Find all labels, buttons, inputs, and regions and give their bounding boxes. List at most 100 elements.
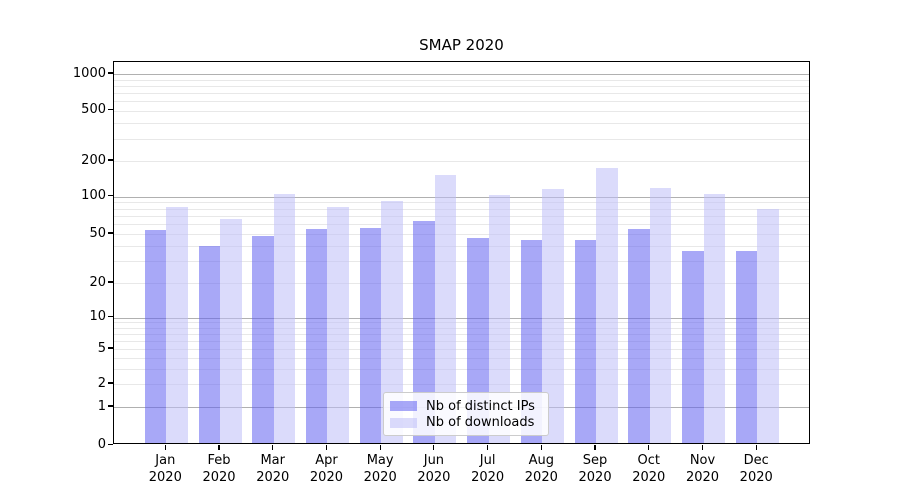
bar-nb-of-distinct-ips [628, 229, 650, 443]
gridline-minor [114, 161, 809, 162]
legend-label: Nb of downloads [426, 415, 535, 431]
legend-swatch [390, 401, 417, 412]
y-tick-mark [108, 159, 113, 161]
x-tick-mark [433, 444, 435, 450]
x-tick-mark [325, 444, 328, 450]
x-tick-label: Sep 2020 [550, 452, 640, 486]
x-tick-label: May 2020 [335, 452, 425, 486]
x-tick-year: 2020 [148, 469, 182, 485]
y-tick-label: 500 [81, 102, 106, 117]
x-tick-year: 2020 [685, 469, 720, 485]
gridline-minor [114, 245, 809, 247]
gridline-minor [114, 122, 809, 124]
y-tick-label: 200 [81, 152, 106, 168]
gridline-minor [114, 100, 809, 102]
bar-nb-of-downloads [327, 206, 349, 443]
gridline-major [114, 74, 809, 75]
bar-nb-of-distinct-ips [735, 250, 758, 443]
x-tick-label: Feb 2020 [174, 452, 264, 486]
bar-nb-of-distinct-ips [359, 228, 382, 443]
x-tick-month: Nov [689, 452, 716, 468]
x-tick-mark [218, 444, 220, 450]
x-tick-label: Apr 2020 [281, 452, 371, 486]
bar-nb-of-distinct-ips [467, 238, 489, 443]
bar-nb-of-distinct-ips [682, 250, 704, 443]
gridline-minor [114, 92, 809, 94]
gridline-minor [114, 79, 809, 81]
y-tick-mark [108, 281, 113, 283]
gridline-minor [114, 234, 809, 235]
bar-nb-of-downloads [596, 168, 618, 443]
bar-nb-of-distinct-ips [252, 235, 274, 443]
x-tick-mark [540, 444, 542, 450]
bar-nb-of-distinct-ips [413, 220, 435, 443]
y-tick-mark [108, 195, 113, 197]
x-tick-mark [487, 444, 489, 450]
y-tick-label: 2 [97, 375, 106, 391]
x-tick-month: Oct [637, 452, 660, 468]
y-tick-mark [108, 405, 113, 407]
x-tick-month: Jan [155, 452, 176, 468]
x-tick-label: Nov 2020 [658, 452, 748, 486]
x-tick-label: Mar 2020 [228, 452, 318, 486]
legend-item: Nb of downloads [390, 415, 541, 430]
gridline-minor [114, 215, 809, 217]
gridline-minor [114, 327, 809, 329]
gridline-minor [114, 110, 809, 112]
y-tick-label: 100 [81, 188, 106, 204]
x-tick-mark [648, 444, 650, 450]
x-tick-year: 2020 [363, 469, 397, 485]
x-tick-year: 2020 [417, 469, 451, 485]
chart-title: SMAP 2020 [419, 36, 504, 54]
x-tick-mark [272, 444, 274, 450]
x-tick-label: Aug 2020 [496, 452, 586, 486]
legend-swatch [390, 417, 417, 428]
x-tick-label: Jun 2020 [389, 452, 479, 486]
x-tick-year: 2020 [202, 469, 236, 485]
bar-nb-of-downloads [220, 219, 242, 443]
x-tick-month: Jun [423, 452, 445, 468]
y-tick-label: 1000 [72, 65, 106, 81]
y-tick-label: 1 [97, 398, 106, 414]
gridline-minor [114, 368, 809, 370]
gridline-major [114, 317, 809, 319]
bar-nb-of-distinct-ips [144, 230, 167, 443]
plot-area [113, 61, 810, 444]
gridline-minor [114, 138, 809, 140]
x-tick-month: Aug [528, 452, 555, 468]
x-tick-year: 2020 [309, 469, 343, 485]
x-tick-mark [755, 444, 757, 450]
bar-nb-of-downloads [757, 208, 779, 443]
gridline-minor [114, 349, 809, 350]
gridline-minor [114, 384, 809, 385]
y-tick-label: 10 [89, 309, 106, 324]
y-tick-label: 50 [89, 225, 106, 241]
legend-label: Nb of distinct IPs [426, 398, 535, 414]
bar-nb-of-downloads [434, 175, 457, 443]
x-tick-month: Sep [582, 452, 608, 468]
gridline-major [114, 196, 809, 198]
x-tick-year: 2020 [739, 469, 773, 485]
bar-nb-of-downloads [488, 195, 511, 443]
gridline-minor [114, 261, 809, 263]
bar-nb-of-downloads [381, 201, 403, 443]
bar-nb-of-downloads [703, 194, 725, 443]
x-tick-mark [594, 444, 596, 450]
x-tick-mark [164, 444, 166, 450]
y-tick-mark [108, 382, 113, 384]
bar-nb-of-downloads [542, 188, 564, 443]
bar-nb-of-distinct-ips [305, 229, 328, 443]
x-tick-month: May [366, 452, 394, 468]
y-tick-mark [108, 232, 113, 234]
gridline-minor [114, 208, 809, 210]
x-tick-month: Feb [207, 452, 231, 468]
x-tick-month: Dec [743, 452, 769, 468]
x-tick-year: 2020 [578, 469, 612, 485]
bar-nb-of-distinct-ips [574, 239, 597, 443]
gridline-minor [114, 340, 809, 342]
bar-nb-of-downloads [166, 206, 188, 443]
y-tick-label: 0 [97, 437, 106, 452]
x-tick-label: Oct 2020 [604, 452, 694, 486]
gridline-minor [114, 283, 809, 284]
